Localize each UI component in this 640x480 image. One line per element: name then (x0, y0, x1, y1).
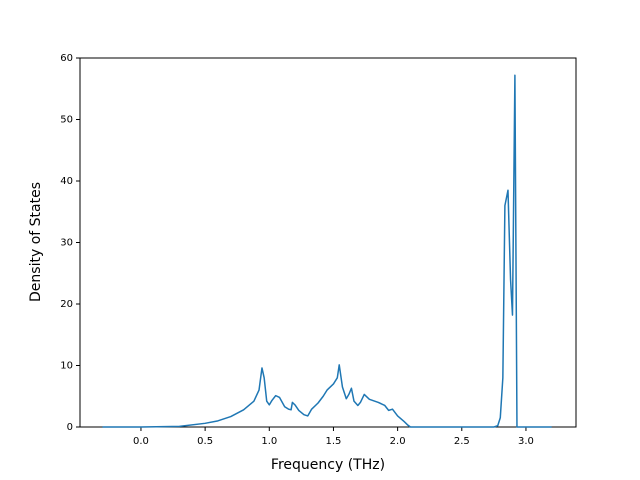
y-tick-label: 30 (60, 238, 73, 249)
y-tick-label: 40 (60, 176, 73, 187)
x-tick-label: 2.5 (454, 436, 470, 447)
x-tick-label: 1.0 (261, 436, 277, 447)
x-tick-label: 0.0 (133, 436, 149, 447)
dos-line (102, 74, 552, 428)
x-tick-label: 1.5 (326, 436, 342, 447)
x-tick-label: 0.5 (197, 436, 213, 447)
plot-frame (79, 57, 577, 428)
y-axis-label: Density of States (28, 182, 44, 302)
y-tick-label: 50 (60, 115, 73, 126)
y-tick-label: 10 (60, 361, 73, 372)
y-tick-label: 0 (67, 422, 73, 433)
x-tick-label: 3.0 (518, 436, 534, 447)
x-tick-label: 2.0 (390, 436, 406, 447)
x-axis-label: Frequency (THz) (271, 457, 385, 473)
y-tick-label: 60 (60, 53, 73, 64)
y-tick-label: 20 (60, 299, 73, 310)
